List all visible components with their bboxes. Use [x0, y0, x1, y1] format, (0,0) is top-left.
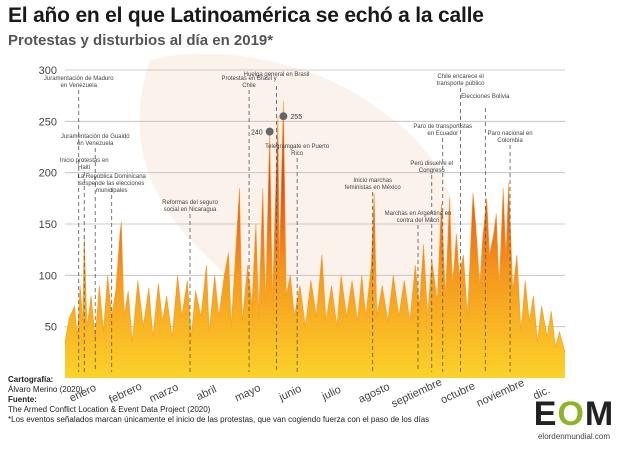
event-label: Chile encarece el transporte público	[437, 74, 485, 87]
y-tick-label: 250	[39, 116, 57, 128]
event-label: Paro nacional en Colombia	[488, 131, 533, 144]
fuente-value: The Armed Conflict Location & Event Data…	[8, 405, 211, 414]
event-annotations: Juramentación de Maduro en Venezuela Juram…	[44, 72, 533, 372]
event-label: Telegramgate en Puerto Rico	[265, 144, 330, 157]
series-line	[64, 100, 566, 353]
logo-site: elordenmundial.com	[537, 432, 611, 441]
brand-logo: EOM elordenmundial.com	[518, 396, 630, 441]
peak-dot	[265, 127, 274, 136]
event-label: Marchas en Argentina en contra del Macri	[385, 211, 452, 224]
event-label: Paro de transportistas en Ecuador	[413, 124, 472, 137]
peak-dot	[279, 112, 288, 121]
logo-mark: EOM	[533, 395, 615, 433]
chart-title: El año en el que Latinoamérica se echó a…	[8, 4, 484, 27]
peak-label: 255	[290, 114, 302, 121]
event-label: Juramentación de Guaidó en Venezuela	[61, 134, 130, 147]
event-label: Elecciones Bolivia	[461, 94, 510, 100]
event-label: Juramentación de Maduro en Venezuela	[44, 76, 114, 89]
event-label: Huelga general en Brasil	[244, 72, 310, 78]
event-label: Reformas del seguro social en Nicaragua	[162, 200, 218, 213]
series-area	[64, 100, 566, 379]
y-tick-label: 50	[45, 322, 57, 334]
peak-markers: 240 255	[251, 112, 302, 137]
map-shape	[139, 53, 457, 342]
event-label: Protestas en Brasil y Chile	[222, 76, 277, 89]
cartografia-value: Álvaro Merino (2020)	[8, 385, 83, 394]
fuente-label: Fuente:	[8, 395, 37, 404]
y-tick-label: 150	[39, 219, 57, 231]
x-tick-label: octubre	[439, 380, 477, 406]
y-tick-label: 200	[39, 168, 57, 180]
y-tick-label: 100	[39, 270, 57, 282]
credit-block: Cartografía: Álvaro Merino (2020) Fuente…	[8, 375, 429, 425]
footnote: *Los eventos señalados marcan únicamente…	[8, 415, 430, 424]
event-label: Inicio marchas feministas en México	[345, 178, 402, 191]
peak-label: 240	[251, 130, 263, 137]
event-label: Inicio protestas en Haití	[60, 158, 109, 171]
event-label: La República Dominicana suspende las elec…	[78, 174, 147, 194]
event-label: Perú disuelve el Congreso	[410, 161, 453, 174]
y-axis-ticks: 50 100 150 200 250 300	[39, 65, 57, 334]
y-tick-label: 300	[39, 65, 57, 77]
cartografia-label: Cartografía:	[8, 375, 54, 384]
series-fill	[65, 100, 565, 379]
background-map-blob	[139, 53, 457, 342]
chart-subtitle: Protestas y disturbios al día en 2019*	[8, 32, 274, 49]
